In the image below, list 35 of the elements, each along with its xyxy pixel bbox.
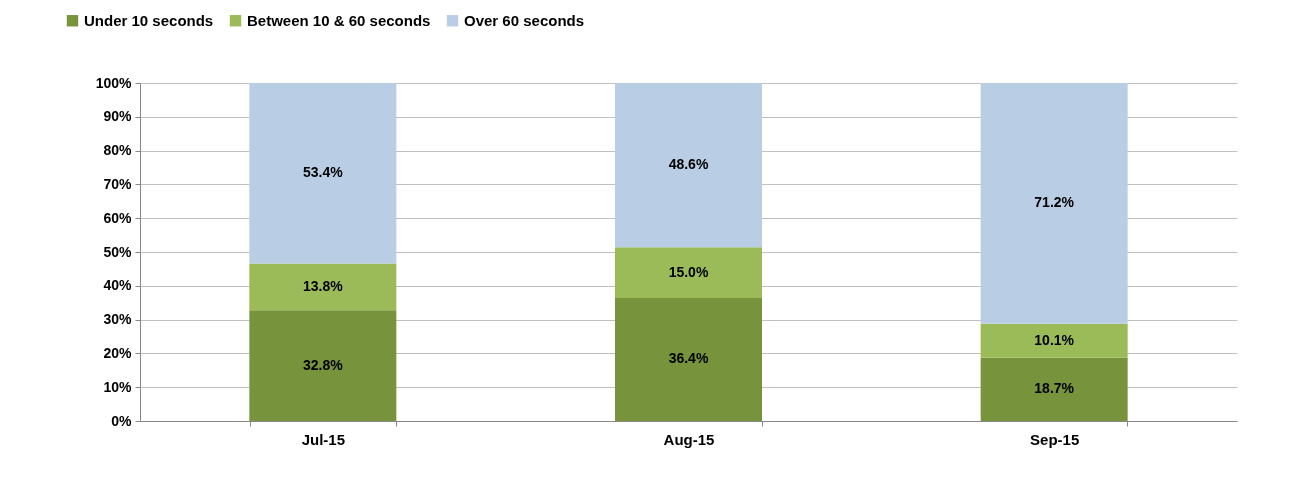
y-tick-label: 70% bbox=[103, 175, 133, 192]
legend-label: Over 60 seconds bbox=[464, 11, 585, 29]
y-tick-label: 0% bbox=[111, 412, 133, 429]
data-label: 71.2% bbox=[1034, 194, 1075, 211]
y-tick-label: 20% bbox=[103, 344, 133, 361]
bar bbox=[615, 297, 762, 421]
legend-label: Between 10 & 60 seconds bbox=[247, 11, 431, 29]
bar bbox=[249, 263, 397, 311]
bar bbox=[980, 83, 1128, 324]
y-tick-label: 10% bbox=[103, 378, 133, 395]
y-tick-label: 60% bbox=[103, 209, 133, 226]
y-tick-label: 100% bbox=[95, 74, 133, 91]
bar bbox=[615, 247, 762, 298]
y-tick-label: 90% bbox=[103, 108, 133, 125]
legend-label: Under 10 seconds bbox=[84, 11, 214, 29]
bar bbox=[249, 310, 397, 421]
bar bbox=[980, 323, 1128, 358]
bar bbox=[980, 357, 1128, 421]
y-tick-label: 80% bbox=[103, 142, 133, 159]
data-label: 15.0% bbox=[668, 263, 709, 280]
bar bbox=[249, 83, 397, 264]
data-label: 48.6% bbox=[668, 156, 709, 173]
data-label: 13.8% bbox=[302, 277, 344, 294]
y-tick-label: 40% bbox=[103, 277, 133, 294]
data-label: 32.8% bbox=[302, 356, 344, 373]
x-tick-label: Aug-15 bbox=[663, 430, 715, 448]
x-tick-label: Sep-15 bbox=[1030, 430, 1080, 448]
data-label: 18.7% bbox=[1034, 380, 1075, 397]
bar bbox=[615, 83, 762, 248]
x-tick-label: Jul-15 bbox=[301, 430, 346, 448]
data-label: 36.4% bbox=[668, 350, 709, 367]
y-tick-label: 30% bbox=[103, 311, 133, 328]
data-label: 10.1% bbox=[1034, 331, 1075, 348]
y-tick-label: 50% bbox=[103, 243, 133, 260]
data-label: 53.4% bbox=[302, 164, 344, 181]
